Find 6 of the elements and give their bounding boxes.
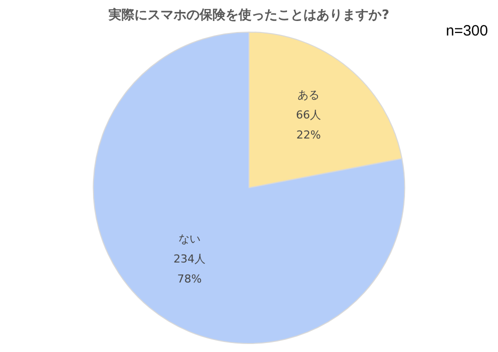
chart-title: 実際にスマホの保険を使ったことはありますか? <box>108 7 390 24</box>
data-label: 234人 78% <box>173 252 206 286</box>
slice-label: ある <box>298 88 320 102</box>
data-label: 66人 22% <box>296 108 322 142</box>
slice-label: ない <box>178 232 200 246</box>
text: n=300 <box>446 22 488 40</box>
